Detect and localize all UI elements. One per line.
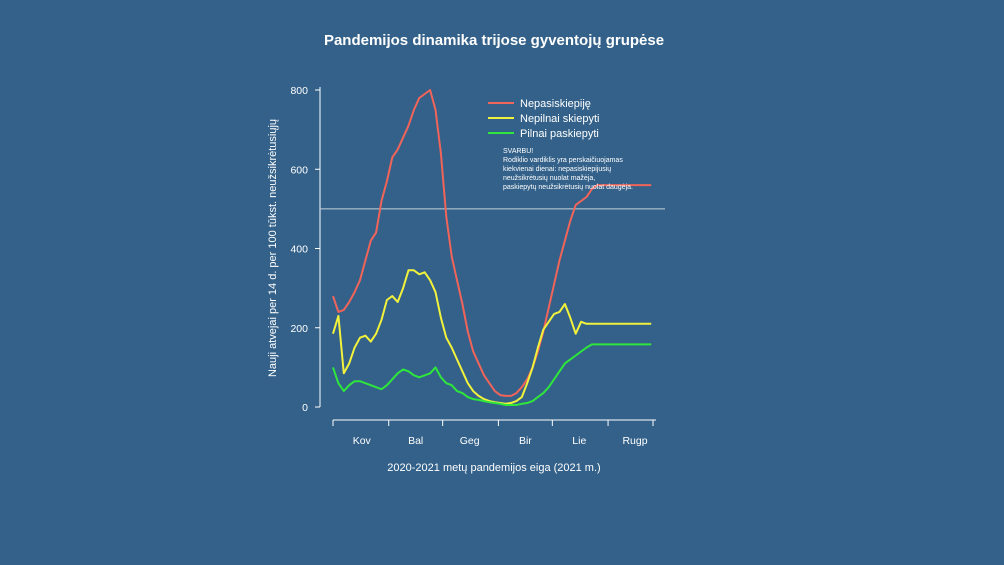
series-line-nepasiskiepije xyxy=(332,89,652,397)
y-tick-label: 400 xyxy=(290,244,308,256)
note-line-1: Rodiklio vardiklis yra perskaičiuojamas xyxy=(503,157,623,164)
x-month-label: Lie xyxy=(572,435,586,447)
x-month-label: Geg xyxy=(460,435,480,447)
legend-label-nepasiskiepije: Nepasiskiepiję xyxy=(520,98,591,110)
note-line-4: paskiepytų neužsikrėtusių nuolat daugėja… xyxy=(503,184,633,191)
y-ticks: 0 200 400 600 800 xyxy=(290,85,320,414)
x-ticks xyxy=(332,420,654,426)
series-line-nepilnai xyxy=(332,269,652,405)
x-month-label: Kov xyxy=(353,435,372,447)
legend-label-pilnai: Pilnai paskiepyti xyxy=(520,128,599,140)
x-month-label: Bir xyxy=(519,435,532,447)
chart-title: Pandemijos dinamika trijose gyventojų gr… xyxy=(324,32,664,49)
note-line-3: neužsikrėtusių nuolat mažėja, xyxy=(503,175,595,182)
y-tick-label: 600 xyxy=(290,164,308,176)
series-lines xyxy=(332,89,652,406)
y-axis-label: Nauji atvejai per 14 d. per 100 tūkst. n… xyxy=(267,119,279,377)
y-tick-label: 200 xyxy=(290,323,308,335)
note-box: SVARBU! Rodiklio vardiklis yra perskaiči… xyxy=(503,148,633,191)
note-line-2: kiekvienai dienai: nepasiskiepijusių xyxy=(503,166,611,173)
x-axis-label: 2020-2021 metų pandemijos eiga (2021 m.) xyxy=(387,462,600,474)
x-month-labels: Kov Bal Geg Bir Lie Rugp xyxy=(353,435,648,447)
legend: Nepasiskiepiję Nepilnai skiepyti Pilnai … xyxy=(488,98,599,140)
legend-label-nepilnai: Nepilnai skiepyti xyxy=(520,113,599,125)
x-month-label: Rugp xyxy=(622,435,647,447)
note-heading: SVARBU! xyxy=(503,148,533,155)
series-line-pilnai xyxy=(332,343,652,406)
x-month-label: Bal xyxy=(408,435,423,447)
y-tick-label: 800 xyxy=(290,85,308,97)
y-tick-label: 0 xyxy=(302,402,308,414)
